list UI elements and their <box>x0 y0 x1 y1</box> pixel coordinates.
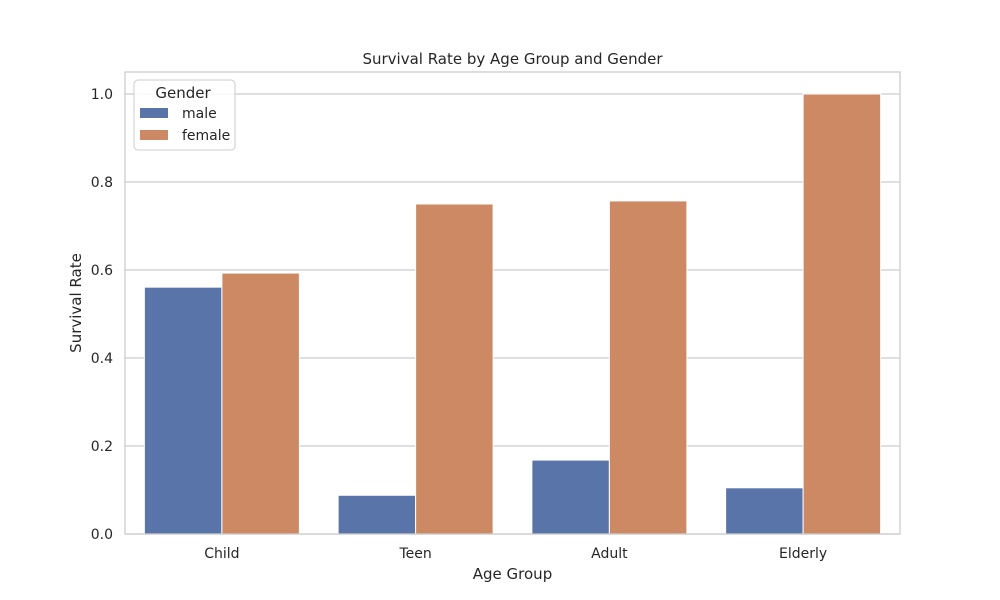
legend-label-female: female <box>182 128 230 144</box>
y-tick-label: 0.2 <box>91 439 113 455</box>
x-axis-label: Age Group <box>473 565 552 583</box>
y-tick-label: 0.0 <box>91 527 113 543</box>
x-tick-label: Adult <box>591 546 628 562</box>
legend-swatch-male <box>140 108 168 118</box>
legend-title: Gender <box>155 84 211 102</box>
y-tick-labels: 0.0 0.2 0.4 0.6 0.8 1.0 <box>91 87 113 543</box>
bar-male-adult <box>531 459 610 535</box>
bar-female-adult <box>608 200 688 535</box>
legend: Gender male female <box>133 79 236 151</box>
x-tick-label: Teen <box>398 546 431 562</box>
bar-female-child <box>221 272 300 535</box>
chart-title: Survival Rate by Age Group and Gender <box>362 50 663 68</box>
bar-male-teen <box>337 494 417 535</box>
y-tick-label: 0.8 <box>91 175 113 191</box>
y-tick-label: 0.6 <box>91 263 113 279</box>
x-tick-label: Elderly <box>779 546 827 562</box>
legend-swatch-female <box>140 130 168 140</box>
x-tick-labels: Child Teen Adult Elderly <box>204 546 827 562</box>
bar-female-elderly <box>802 93 882 535</box>
legend-label-male: male <box>182 106 217 122</box>
y-axis-label: Survival Rate <box>67 253 85 353</box>
y-tick-label: 1.0 <box>91 87 113 103</box>
plot-frame <box>124 71 901 535</box>
bars-layer <box>143 93 882 535</box>
y-tick-label: 0.4 <box>91 351 113 367</box>
bar-male-elderly <box>725 487 804 535</box>
x-tick-label: Child <box>204 546 239 562</box>
bar-female-teen <box>415 203 494 535</box>
bar-male-child <box>143 286 223 535</box>
